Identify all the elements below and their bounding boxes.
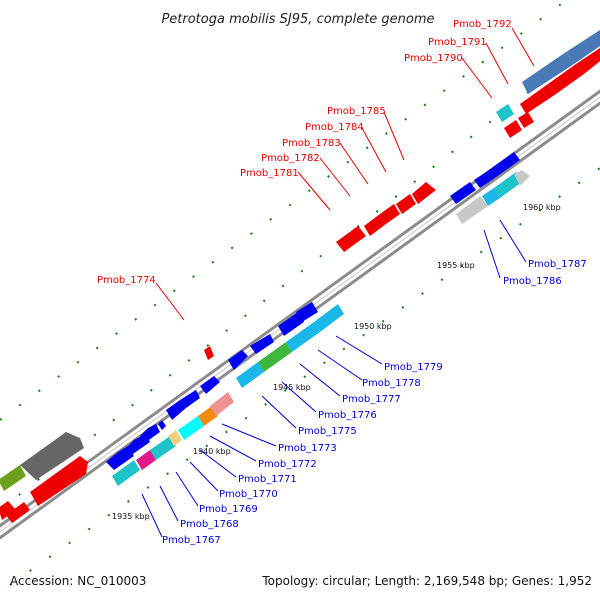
gene-arrow[interactable]	[228, 350, 248, 370]
gene-label-pmob-1772[interactable]: Pmob_1772	[258, 459, 317, 470]
gene-arrow[interactable]	[514, 170, 530, 186]
gene-arrow[interactable]	[486, 162, 506, 180]
scale-labels: 1935 kbp 1940 kbp 1945 kbp 1950 kbp 1955…	[112, 203, 561, 521]
gene-arrow[interactable]	[250, 334, 274, 354]
gene-arrow[interactable]	[482, 188, 500, 206]
gene-label-pmob-1770[interactable]: Pmob_1770	[219, 489, 278, 500]
gene-label-pmob-1783[interactable]: Pmob_1783	[282, 138, 341, 149]
scale-label-1960: 1960 kbp	[523, 203, 561, 212]
gene-arrow[interactable]	[136, 450, 156, 470]
gene-arrow[interactable]	[30, 456, 88, 506]
gene-label-pmob-1791[interactable]: Pmob_1791	[428, 37, 487, 48]
forward-gene-labels: Pmob_1774 Pmob_1781 Pmob_1782 Pmob_1783 …	[97, 19, 535, 321]
accession-text: Accession: NC_010003	[10, 574, 146, 588]
gene-arrow[interactable]	[200, 376, 220, 394]
gene-arrow[interactable]	[158, 420, 166, 430]
gene-arrow[interactable]	[210, 392, 234, 416]
gene-arrow[interactable]	[494, 172, 522, 198]
gene-label-pmob-1769[interactable]: Pmob_1769	[199, 504, 258, 515]
gene-label-pmob-1792[interactable]: Pmob_1792	[453, 19, 512, 30]
gene-arrow[interactable]	[566, 30, 600, 64]
reverse-gene-label-text: Pmob_1767 Pmob_1768 Pmob_1769 Pmob_1770 …	[162, 259, 587, 546]
gene-label-pmob-1773[interactable]: Pmob_1773	[278, 443, 337, 454]
gene-arrow[interactable]	[286, 322, 320, 352]
gene-arrow[interactable]	[450, 182, 476, 204]
gene-label-pmob-1767[interactable]: Pmob_1767	[162, 535, 221, 546]
gene-row-lower-right	[456, 170, 530, 224]
gene-arrow[interactable]	[504, 120, 522, 138]
scale-label-1940: 1940 kbp	[193, 447, 231, 456]
gene-arrow[interactable]	[336, 226, 366, 252]
gene-arrow[interactable]	[518, 112, 534, 128]
gene-arrow[interactable]	[150, 436, 176, 460]
reverse-gene-labels	[141, 219, 527, 538]
gene-label-pmob-1775[interactable]: Pmob_1775	[298, 426, 357, 437]
scale-label-1955: 1955 kbp	[437, 261, 475, 270]
gene-arrow[interactable]	[6, 502, 30, 523]
scale-label-1935: 1935 kbp	[112, 512, 150, 521]
gene-group-left	[0, 432, 88, 523]
gene-arrow[interactable]	[168, 430, 182, 446]
gene-arrow[interactable]	[278, 312, 304, 336]
gene-arrow[interactable]	[236, 362, 264, 388]
gene-arrow[interactable]	[112, 460, 140, 486]
gene-arrow[interactable]	[396, 194, 416, 214]
gene-label-pmob-1774[interactable]: Pmob_1774	[97, 275, 156, 286]
scale-label-1945: 1945 kbp	[273, 383, 311, 392]
scale-label-1950: 1950 kbp	[354, 322, 392, 331]
map-title: Petrotoga mobilis SJ95, complete genome	[161, 12, 434, 27]
gene-arrow[interactable]	[314, 304, 344, 332]
gene-label-pmob-1785[interactable]: Pmob_1785	[327, 106, 386, 117]
gene-label-pmob-1776[interactable]: Pmob_1776	[318, 410, 377, 421]
gene-arrow[interactable]	[296, 302, 318, 322]
gene-arrow[interactable]	[380, 204, 400, 224]
gene-arrow[interactable]	[0, 465, 26, 491]
gene-row-lower	[112, 304, 344, 486]
gene-arrow[interactable]	[576, 48, 600, 74]
gene-label-pmob-1779[interactable]: Pmob_1779	[384, 362, 443, 373]
gene-arrow[interactable]	[0, 501, 16, 520]
gene-label-pmob-1768[interactable]: Pmob_1768	[180, 519, 239, 530]
gene-label-pmob-1790[interactable]: Pmob_1790	[404, 53, 463, 64]
gene-arrow[interactable]	[258, 342, 292, 372]
gene-arrow[interactable]	[204, 346, 214, 360]
gene-arrow[interactable]	[456, 196, 488, 224]
gene-arrow[interactable]	[474, 172, 492, 188]
gene-label-pmob-1778[interactable]: Pmob_1778	[362, 378, 421, 389]
gene-arrow[interactable]	[548, 64, 584, 94]
gene-arrow[interactable]	[522, 52, 574, 94]
tick-guides	[0, 0, 600, 586]
gene-arrow[interactable]	[180, 390, 200, 408]
topology-text: Topology: circular; Length: 2,169,548 bp…	[261, 574, 592, 588]
gene-arrow[interactable]	[520, 84, 556, 114]
gene-arrow[interactable]	[500, 152, 520, 170]
gene-label-pmob-1771[interactable]: Pmob_1771	[238, 474, 297, 485]
gene-arrow[interactable]	[166, 400, 186, 420]
gene-row-reverse	[106, 152, 520, 470]
gene-label-pmob-1784[interactable]: Pmob_1784	[305, 122, 364, 133]
gene-row-forward	[204, 30, 600, 360]
gene-arrow[interactable]	[178, 416, 204, 440]
gene-arrow[interactable]	[20, 432, 84, 480]
gene-arrow[interactable]	[364, 214, 386, 236]
gene-arrow[interactable]	[140, 424, 160, 442]
gene-label-pmob-1777[interactable]: Pmob_1777	[342, 394, 401, 405]
gene-label-pmob-1786[interactable]: Pmob_1786	[503, 276, 562, 287]
gene-arrow[interactable]	[496, 104, 514, 122]
gene-label-pmob-1787[interactable]: Pmob_1787	[528, 259, 587, 270]
gene-label-pmob-1782[interactable]: Pmob_1782	[261, 153, 320, 164]
gene-label-pmob-1781[interactable]: Pmob_1781	[240, 168, 299, 179]
gene-arrow[interactable]	[412, 182, 436, 204]
